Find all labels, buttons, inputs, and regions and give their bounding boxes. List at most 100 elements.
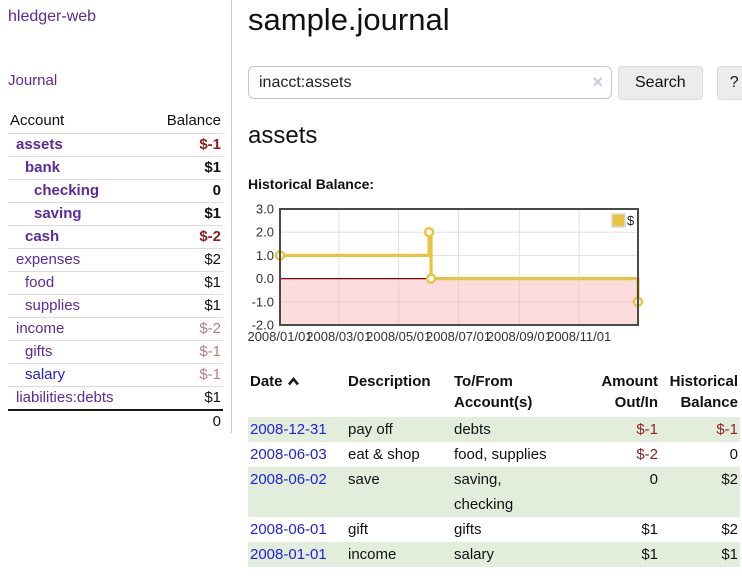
balance-chart: 3.0 2.0 1.0 0.0 -1.0 -2.0 2008/01/01 2008/03/01… xyxy=(247,200,742,349)
svg-text:1.0: 1.0 xyxy=(256,248,274,263)
transaction-accounts: gifts xyxy=(454,520,482,538)
chart-canvas: 3.0 2.0 1.0 0.0 -1.0 -2.02008/01/012008/03/01… xyxy=(247,201,644,344)
transaction-accounts: debts xyxy=(454,420,491,438)
svg-text:2008/11/01: 2008/11/01 xyxy=(547,329,611,344)
transaction-accounts: salary xyxy=(454,545,495,563)
account-balance: $-1 xyxy=(146,133,223,157)
search-input[interactable] xyxy=(248,66,612,100)
account-row: assets $-1 xyxy=(8,133,223,157)
transaction-balance: $2 xyxy=(721,520,738,538)
sidebar: hledger-web Journal Account Balance asse… xyxy=(0,0,232,433)
account-link[interactable]: gifts xyxy=(25,343,53,360)
accounts-header-balance: Balance xyxy=(166,112,221,129)
account-link[interactable]: salary xyxy=(25,366,66,383)
transaction-balance: $1 xyxy=(721,545,738,563)
transaction-amount: 0 xyxy=(649,470,658,488)
account-balance: $1 xyxy=(146,294,223,318)
transaction-description: eat & shop xyxy=(348,445,420,463)
account-link[interactable]: bank xyxy=(25,159,61,176)
transaction-date-link[interactable]: 2008-12-31 xyxy=(250,420,327,438)
transactions-table: Date Description To/From Account(s) Amou… xyxy=(248,369,740,567)
help-button[interactable]: ? xyxy=(716,65,742,100)
app-layout: hledger-web Journal Account Balance asse… xyxy=(0,0,742,567)
account-row: liabilities:debts $1 xyxy=(8,386,223,410)
account-link[interactable]: supplies xyxy=(25,297,81,314)
account-balance: $-1 xyxy=(146,363,223,387)
svg-text:$: $ xyxy=(627,213,635,228)
account-row: income $-2 xyxy=(8,317,223,341)
column-header-amount: Amount Out/In xyxy=(601,372,658,411)
account-row: checking 0 xyxy=(8,179,223,203)
account-balance: $1 xyxy=(146,202,223,226)
clear-search-icon[interactable]: × xyxy=(592,72,603,93)
account-balance: $-2 xyxy=(146,317,223,341)
account-balance: $-1 xyxy=(146,340,223,364)
svg-text:2008/01/01: 2008/01/01 xyxy=(248,329,313,344)
account-row: saving $1 xyxy=(8,202,223,226)
transaction-description: save xyxy=(348,470,380,488)
column-header-date[interactable]: Date xyxy=(248,369,346,417)
app-brand-link[interactable]: hledger-web xyxy=(8,8,97,25)
column-header-tofrom: To/From Account(s) xyxy=(454,372,533,411)
account-row: bank $1 xyxy=(8,156,223,180)
transaction-row: 2008-06-02 save saving, checking 0 $2 xyxy=(248,466,740,517)
account-row: expenses $2 xyxy=(8,248,223,272)
svg-text:2008/07/01: 2008/07/01 xyxy=(426,329,491,344)
transaction-date-link[interactable]: 2008-06-03 xyxy=(250,445,327,463)
svg-text:0.0: 0.0 xyxy=(256,271,274,286)
accounts-total-balance: 0 xyxy=(146,409,223,433)
account-balance: $-2 xyxy=(146,225,223,249)
accounts-table: Account Balance assets $-1 bank $1 checking 0… xyxy=(8,110,223,433)
transaction-balance: 0 xyxy=(729,445,738,463)
account-link[interactable]: assets xyxy=(16,136,63,153)
account-row: salary $-1 xyxy=(8,363,223,387)
account-link[interactable]: saving xyxy=(34,205,82,222)
transaction-row: 2008-12-31 pay off debts $-1 $-1 xyxy=(248,416,740,442)
transactions-header-row: Date Description To/From Account(s) Amou… xyxy=(248,369,740,417)
transaction-row: 2008-06-03 eat & shop food, supplies $-2 0 xyxy=(248,442,740,467)
account-balance: $1 xyxy=(146,156,223,180)
account-row: gifts $-1 xyxy=(8,340,223,364)
transaction-date-link[interactable]: 2008-06-02 xyxy=(250,470,327,488)
account-balance: 0 xyxy=(146,179,223,203)
account-row: cash $-2 xyxy=(8,225,223,249)
account-heading: assets xyxy=(248,121,318,149)
transaction-amount: $-1 xyxy=(636,420,658,438)
svg-text:2008/03/01: 2008/03/01 xyxy=(306,329,371,344)
transaction-amount: $1 xyxy=(641,520,658,538)
svg-text:2008/05/01: 2008/05/01 xyxy=(366,329,431,344)
transaction-amount: $-2 xyxy=(636,445,658,463)
transaction-row: 2008-06-01 gift gifts $1 $2 xyxy=(248,517,740,542)
svg-text:3.0: 3.0 xyxy=(256,201,274,216)
search-button[interactable]: Search xyxy=(618,65,703,100)
transaction-accounts: saving, checking xyxy=(454,470,514,513)
transaction-balance: $-1 xyxy=(716,420,738,438)
svg-text:2008/09/01: 2008/09/01 xyxy=(487,329,552,344)
account-row: food $1 xyxy=(8,271,223,295)
transaction-date-link[interactable]: 2008-06-01 xyxy=(250,520,327,538)
sidebar-item-journal[interactable]: Journal xyxy=(8,72,58,89)
sort-asc-icon xyxy=(287,371,300,392)
svg-text:-2.0: -2.0 xyxy=(252,317,274,332)
svg-text:2.0: 2.0 xyxy=(256,224,274,239)
account-link[interactable]: income xyxy=(16,320,65,337)
account-balance: $2 xyxy=(146,248,223,272)
column-header-description: Description xyxy=(348,372,431,390)
transaction-date-link[interactable]: 2008-01-01 xyxy=(250,545,327,563)
account-link[interactable]: expenses xyxy=(16,251,81,268)
transaction-description: income xyxy=(348,545,397,563)
transaction-balance: $2 xyxy=(721,470,738,488)
account-row: supplies $1 xyxy=(8,294,223,318)
main-content: sample.journal × Search ? assets Histori… xyxy=(232,0,742,567)
account-link[interactable]: cash xyxy=(25,228,60,245)
account-link[interactable]: liabilities:debts xyxy=(16,389,114,406)
transaction-row: 2008-01-01 income salary $1 $1 xyxy=(248,541,740,567)
account-balance: $1 xyxy=(146,271,223,295)
account-balance: $1 xyxy=(146,386,223,410)
account-link[interactable]: food xyxy=(25,274,55,291)
column-header-balance: Historical Balance xyxy=(669,372,738,411)
transaction-accounts: food, supplies xyxy=(454,445,547,463)
transaction-amount: $1 xyxy=(641,545,658,563)
account-link[interactable]: checking xyxy=(34,182,100,199)
svg-text:-1.0: -1.0 xyxy=(252,294,274,309)
